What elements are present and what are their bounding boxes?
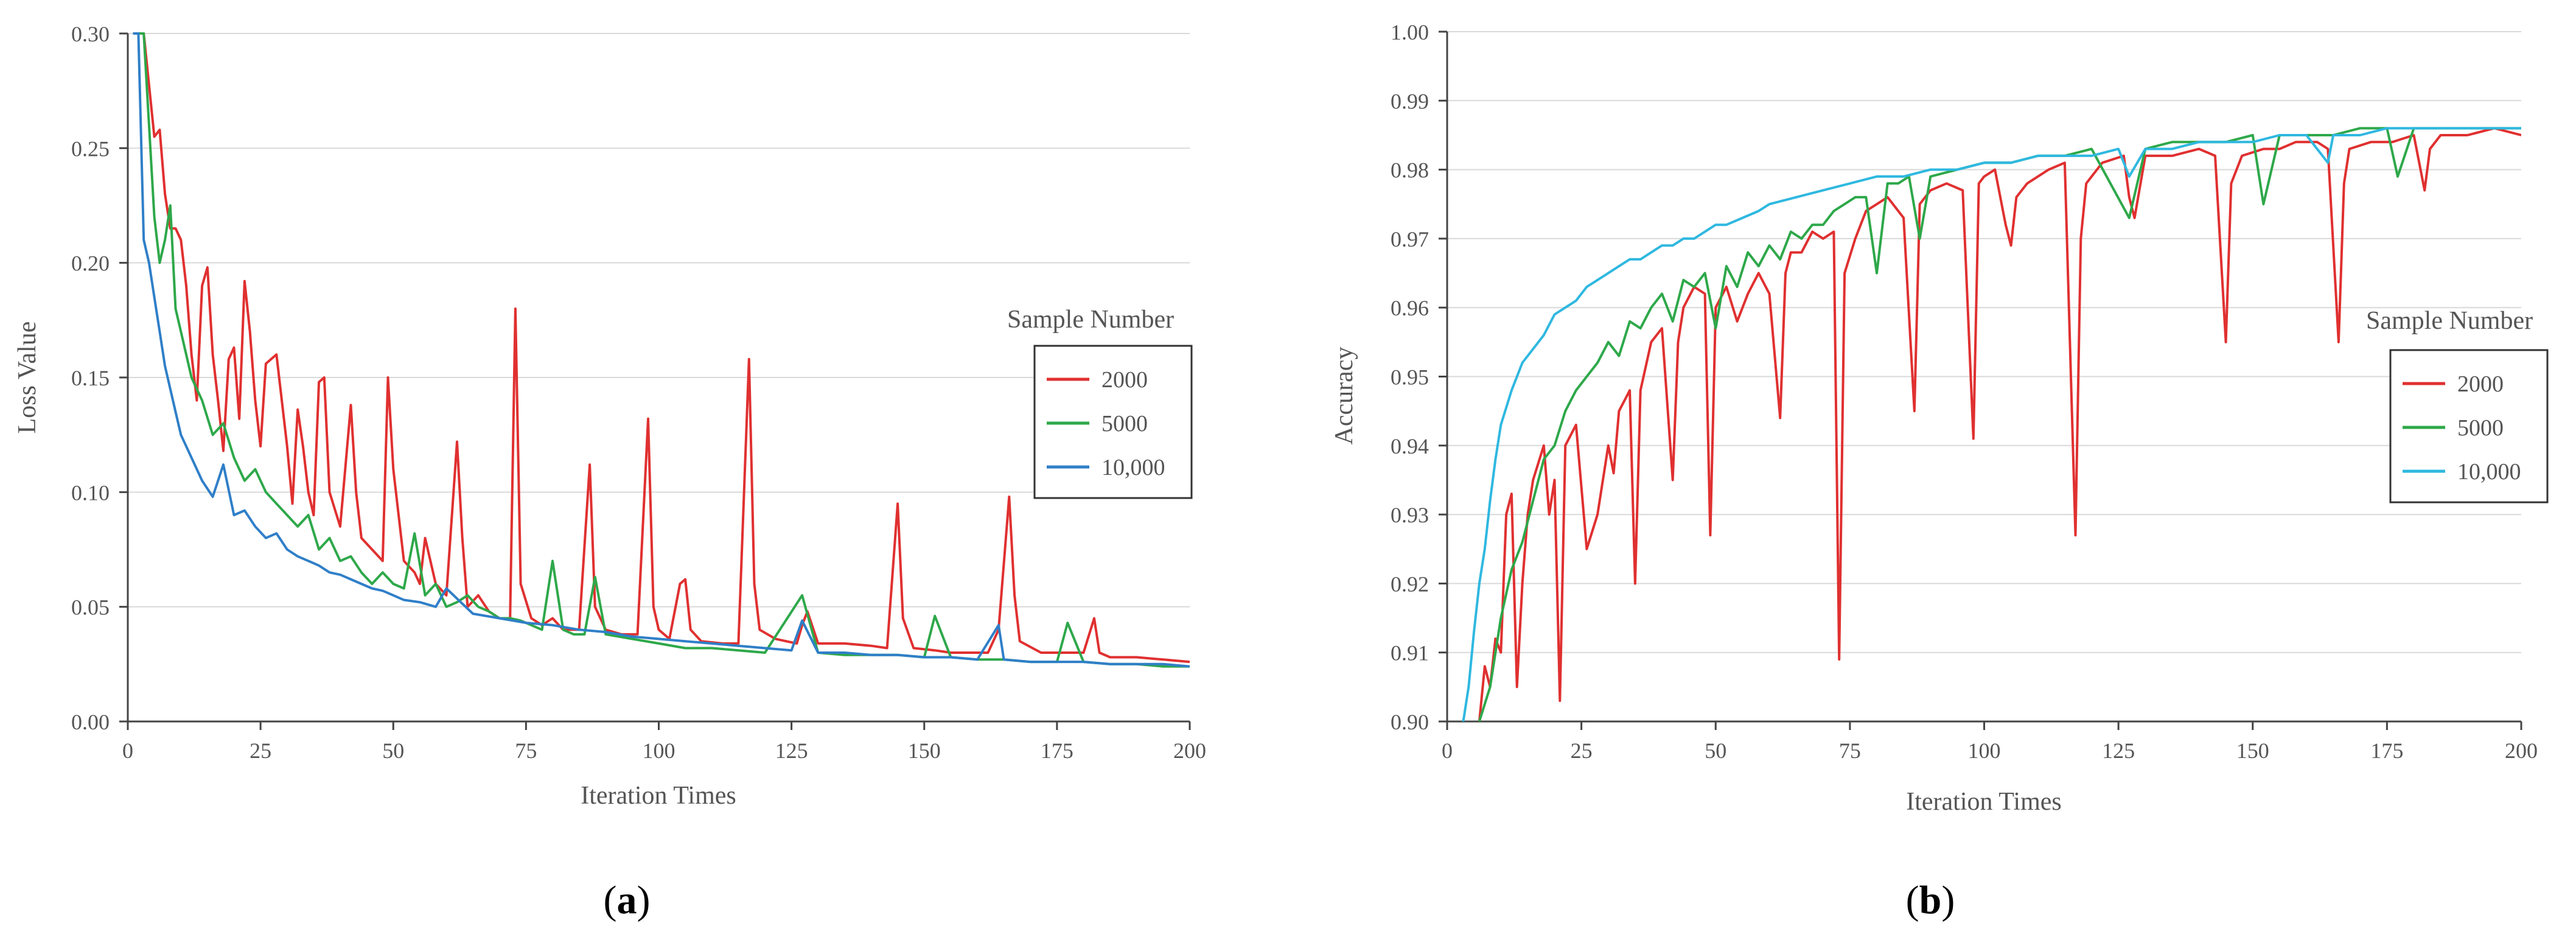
b-x-tick-label-7: 175: [2370, 739, 2403, 763]
b-series-line-2000: [1478, 127, 2521, 721]
axes-b: [1439, 30, 2522, 730]
b-x-tick-label-3: 75: [1839, 739, 1861, 763]
legend-title-b: Sample Number: [2366, 307, 2533, 335]
a-x-tick-label-7: 175: [1041, 739, 1073, 763]
b-x-tick-label-8: 200: [2505, 739, 2538, 763]
b-x-tick-label-4: 100: [1968, 739, 2001, 763]
a-x-tick-label-5: 125: [775, 739, 808, 763]
panel-label-b: (b): [1906, 878, 1955, 922]
a-x-tick-label-6: 150: [908, 739, 941, 763]
y-gridlines-a: [128, 33, 1190, 722]
b-y-tick-label-6: 0.96: [1391, 296, 1429, 320]
b-y-tick-label-2: 0.92: [1391, 572, 1429, 596]
a-y-tick-label-0: 0.00: [71, 710, 110, 734]
panel-a-loss-chart: 0 25 50 75 100 125 150 175 200 0.00 0.05 0.10 0.15 0.…: [13, 22, 1206, 922]
b-x-tick-label-6: 150: [2236, 739, 2269, 763]
a-y-tick-label-1: 0.05: [71, 595, 110, 620]
b-x-tick-label-5: 125: [2102, 739, 2135, 763]
b-y-tick-label-9: 0.99: [1391, 89, 1429, 113]
b-legend-label-1: 5000: [2457, 415, 2504, 441]
tick-labels-b: 0 25 50 75 100 125 150 175 200 0.90 0.91 0.92 0.93 0.…: [1391, 20, 2538, 763]
legend-a: Sample Number 2000 5000 10,000: [1007, 306, 1193, 499]
y-axis-title-b: Accuracy: [1330, 347, 1358, 445]
legend-b: Sample Number 2000 5000 10,000: [2366, 307, 2549, 504]
panel-label-a-letter: a: [617, 878, 637, 922]
a-y-tick-label-3: 0.15: [71, 366, 110, 390]
b-y-tick-label-1: 0.91: [1391, 641, 1429, 665]
a-series-line-2000: [133, 32, 1190, 664]
legend-title-a: Sample Number: [1007, 306, 1174, 334]
a-x-tick-label-3: 75: [515, 739, 537, 763]
a-series-line-5000: [133, 32, 1190, 668]
b-y-tick-label-8: 0.98: [1391, 158, 1429, 183]
series-lines-b: [1462, 127, 2521, 721]
b-series-line-5000: [1478, 127, 2521, 721]
b-y-tick-label-3: 0.93: [1391, 503, 1429, 527]
b-legend-label-2: 10,000: [2457, 459, 2521, 485]
b-x-tick-label-2: 50: [1705, 739, 1726, 763]
a-x-tick-label-4: 100: [643, 739, 675, 763]
a-legend-label-1: 5000: [1101, 411, 1148, 437]
tick-labels-a: 0 25 50 75 100 125 150 175 200 0.00 0.05 0.10 0.15 0.…: [71, 22, 1206, 763]
panel-b-accuracy-chart: 0 25 50 75 100 125 150 175 200 0.90 0.91 0.92 0.93 0.…: [1330, 20, 2549, 922]
panel-label-b-letter: b: [1919, 878, 1942, 922]
b-y-tick-label-4: 0.94: [1391, 434, 1429, 458]
a-x-tick-label-1: 25: [250, 739, 271, 763]
b-y-tick-label-5: 0.95: [1391, 365, 1429, 390]
a-x-tick-label-0: 0: [122, 739, 133, 763]
a-legend-label-0: 2000: [1101, 367, 1148, 393]
b-y-tick-label-10: 1.00: [1391, 20, 1429, 44]
x-axis-title-b: Iteration Times: [1906, 788, 2062, 816]
b-legend-label-0: 2000: [2457, 371, 2504, 397]
b-y-tick-label-0: 0.90: [1391, 710, 1429, 734]
legend-items-b: 2000 5000 10,000: [2403, 371, 2521, 485]
a-x-tick-label-8: 200: [1173, 739, 1206, 763]
panel-label-a: (a): [604, 878, 651, 922]
series-lines-a: [133, 32, 1190, 668]
a-y-tick-label-6: 0.30: [71, 22, 110, 46]
a-y-tick-label-5: 0.25: [71, 136, 110, 161]
a-y-tick-label-4: 0.20: [71, 251, 110, 276]
axes-a: [119, 32, 1191, 730]
b-x-tick-label-0: 0: [1442, 739, 1453, 763]
b-series-line-10000: [1462, 127, 2521, 721]
legend-items-a: 2000 5000 10,000: [1047, 367, 1165, 480]
a-y-tick-label-2: 0.10: [71, 480, 110, 505]
a-legend-label-2: 10,000: [1101, 455, 1165, 480]
b-y-tick-label-7: 0.97: [1391, 227, 1429, 251]
y-axis-title-a: Loss Value: [13, 321, 41, 434]
a-series-line-10000: [133, 32, 1190, 668]
a-x-tick-label-2: 50: [382, 739, 404, 763]
b-x-tick-label-1: 25: [1571, 739, 1593, 763]
x-axis-title-a: Iteration Times: [581, 782, 736, 810]
